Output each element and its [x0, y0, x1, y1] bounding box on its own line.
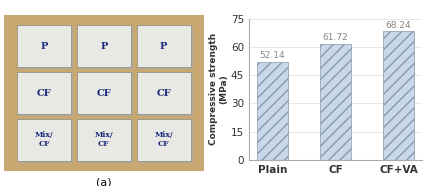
Bar [257, 62, 288, 160]
Bar [79, 120, 133, 163]
Bar [137, 119, 191, 161]
Text: P: P [160, 42, 168, 51]
Bar [17, 72, 71, 114]
Bar [19, 27, 73, 69]
Bar [320, 44, 351, 160]
Text: CF: CF [97, 89, 111, 97]
Text: P: P [40, 42, 48, 51]
Bar [79, 73, 133, 116]
Bar [79, 27, 133, 69]
Bar [139, 73, 193, 116]
Text: 52.14: 52.14 [260, 51, 285, 60]
Text: CF: CF [37, 89, 52, 97]
Bar [17, 25, 71, 67]
Bar [139, 120, 193, 163]
Bar [77, 72, 131, 114]
Text: 61.72: 61.72 [323, 33, 349, 42]
Text: P: P [100, 42, 108, 51]
Text: (a): (a) [96, 177, 112, 186]
Bar [17, 119, 71, 161]
Bar [137, 25, 191, 67]
Bar [19, 73, 73, 116]
Text: 68.24: 68.24 [386, 21, 411, 30]
Text: Mix/
CF: Mix/ CF [35, 131, 54, 148]
Text: Mix/
CF: Mix/ CF [154, 131, 173, 148]
Bar [77, 119, 131, 161]
Bar [19, 120, 73, 163]
Bar [77, 25, 131, 67]
Bar [383, 31, 414, 160]
Bar [137, 72, 191, 114]
Bar [139, 27, 193, 69]
Y-axis label: Compressive strength
(MPa): Compressive strength (MPa) [209, 33, 228, 145]
Text: Mix/
CF: Mix/ CF [94, 131, 113, 148]
Text: CF: CF [156, 89, 171, 97]
